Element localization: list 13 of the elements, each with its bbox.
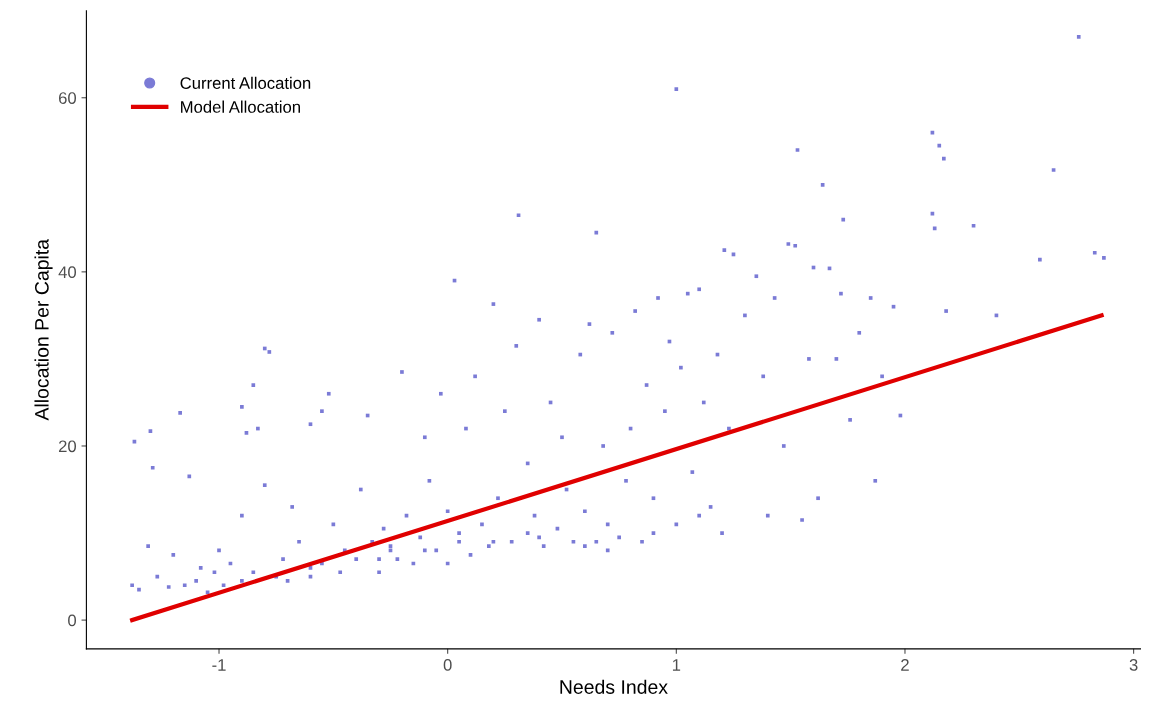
y-tick-label: 0 [68,614,77,627]
x-tick-label: 0 [443,658,452,671]
x-axis-title: Needs Index [560,679,668,694]
x-tick-label: 2 [901,658,909,671]
x-tick-label: 3 [1129,658,1138,671]
y-tick-label: 60 [58,92,77,104]
x-tick-label: 1 [672,659,681,671]
x-tick-label: -1 [212,659,226,671]
legend-label: Model Allocation [181,100,300,113]
y-axis-title: Allocation Per Capita [34,238,53,421]
y-tick-label: 40 [58,266,77,279]
legend-label: Current Allocation [180,76,311,89]
y-tick-label: 20 [58,440,77,453]
